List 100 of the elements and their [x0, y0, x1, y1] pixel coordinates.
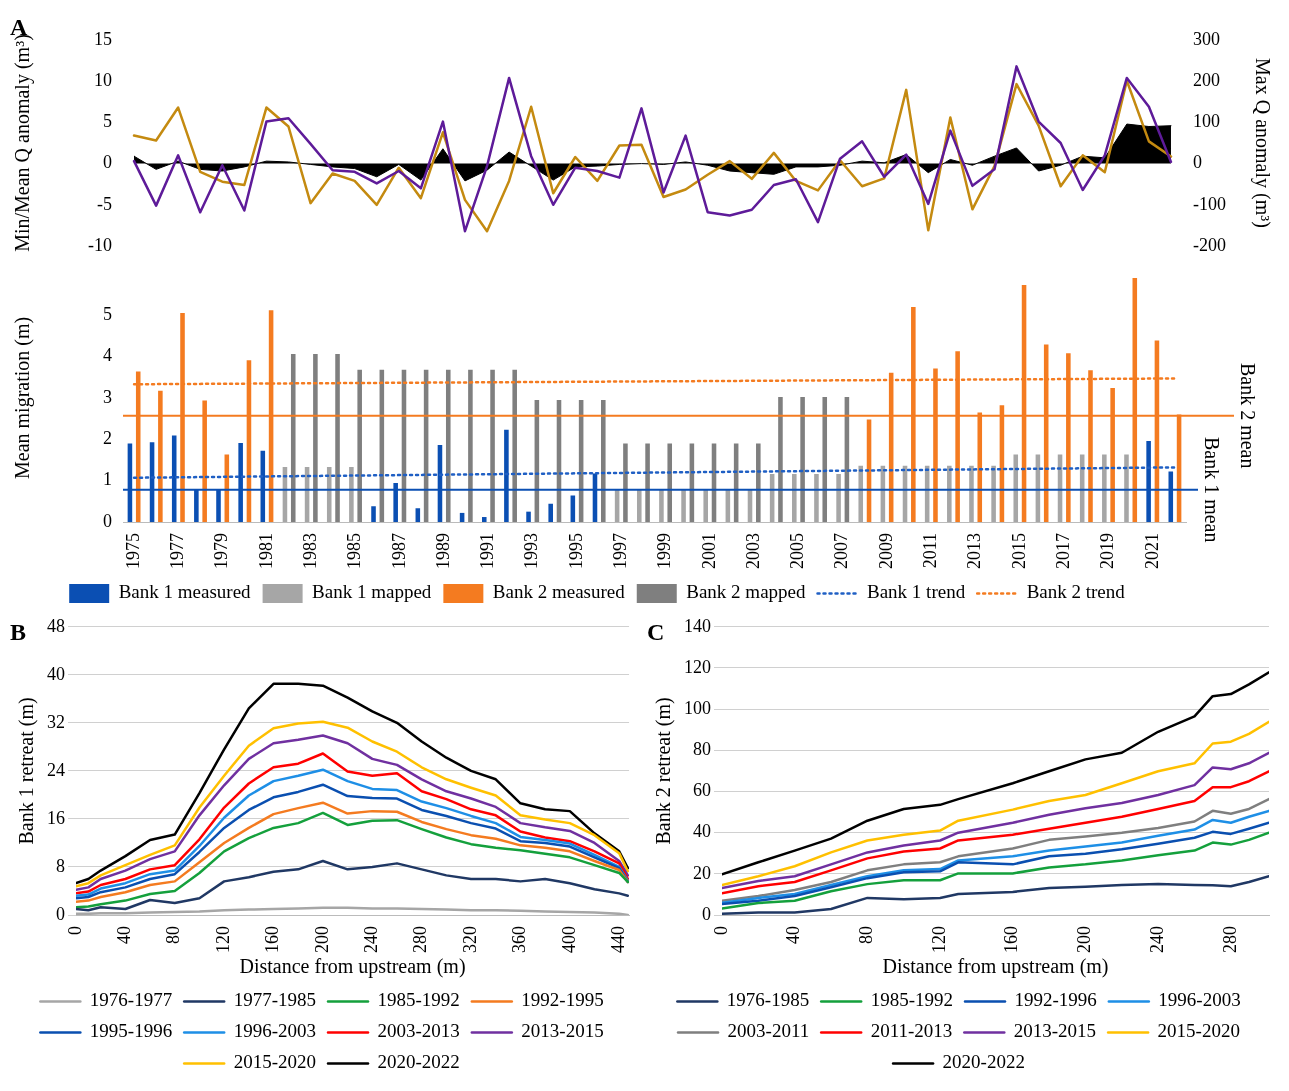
bar — [792, 474, 797, 522]
chart-title: B — [10, 619, 27, 646]
x-tick-label: 1999 — [654, 533, 675, 569]
bar — [548, 503, 553, 522]
y-tick-label: 48 — [47, 615, 65, 636]
bar — [1124, 454, 1129, 522]
bar — [756, 443, 761, 522]
x-tick-label: 1987 — [388, 533, 409, 569]
bar — [357, 369, 362, 522]
bar — [601, 399, 606, 522]
bar — [512, 369, 517, 522]
x-tick-label: 2001 — [698, 533, 719, 569]
x-tick-label: 120 — [212, 926, 233, 953]
legend-label: 2013-2015 — [521, 1020, 604, 1042]
y-tick-label: 2 — [103, 428, 112, 448]
bar — [349, 466, 354, 522]
bar — [371, 506, 376, 522]
y2-tick-label: 200 — [1193, 69, 1220, 90]
y-tick-label: 4 — [103, 345, 112, 366]
y-tick-label: 60 — [693, 780, 711, 801]
y-axis-title: Bank 1 retreat (m) — [15, 697, 39, 845]
y2-tick-label: -100 — [1193, 193, 1226, 214]
y-tick-label: 1 — [103, 469, 112, 490]
legend-label: 1977-1985 — [233, 989, 316, 1011]
bar — [703, 489, 708, 522]
x-tick-label: 2011 — [920, 533, 941, 569]
y-tick-label: 5 — [103, 303, 112, 324]
y-tick-label: 40 — [693, 821, 711, 842]
bar — [778, 397, 783, 522]
x-tick-label: 1995 — [565, 533, 586, 569]
legend-label: 2003-2013 — [377, 1020, 460, 1042]
x-tick-label: 440 — [607, 926, 628, 953]
x-tick-label: 160 — [262, 926, 283, 953]
x-tick-label: 200 — [1074, 926, 1095, 953]
x-tick-label: 80 — [163, 926, 184, 944]
legend-label: Bank 1 trend — [867, 581, 966, 603]
x-tick-label: 320 — [459, 926, 480, 953]
x-tick-label: 2013 — [964, 533, 985, 569]
y2-tick-label: 0 — [1193, 152, 1202, 173]
legend-label: Bank 1 mapped — [312, 581, 432, 603]
y-tick-label: 40 — [47, 663, 65, 684]
x-tick-label: 280 — [1219, 926, 1240, 953]
legend-label: 1992-1996 — [1014, 989, 1097, 1011]
ref-line-label: Bank 2 mean — [1236, 362, 1259, 469]
x-tick-label: 240 — [1146, 926, 1167, 953]
bar — [636, 489, 642, 522]
x-tick-label: 2003 — [742, 533, 763, 569]
chart-title: C — [647, 619, 665, 646]
x-tick-label: 2019 — [1097, 533, 1118, 569]
x-tick-label: 160 — [1001, 926, 1022, 953]
x-tick-label: 0 — [64, 926, 85, 935]
bar — [667, 443, 673, 522]
bar — [481, 517, 487, 522]
x-tick-label: 400 — [558, 926, 579, 953]
legend-label: 2020-2022 — [942, 1051, 1025, 1073]
x-tick-label: 280 — [410, 926, 431, 953]
legend-label: 2013-2015 — [1013, 1020, 1097, 1042]
x-tick-label: 40 — [783, 926, 804, 944]
legend-label: Bank 1 measured — [118, 581, 252, 603]
legend-label: 1995-1996 — [89, 1020, 173, 1042]
y-tick-label: 0 — [103, 510, 112, 531]
x-tick-label: 1975 — [122, 533, 143, 569]
bar — [313, 354, 318, 522]
x-tick-label: 2009 — [875, 533, 896, 569]
y-tick-label: 10 — [94, 69, 112, 90]
y-tick-label: 120 — [684, 656, 711, 677]
y-tick-label: 20 — [693, 862, 711, 883]
x-tick-label: 1979 — [211, 533, 232, 569]
bar — [490, 369, 495, 522]
x-tick-label: 2007 — [831, 533, 852, 569]
bar — [468, 369, 473, 522]
legend-label: Bank 2 trend — [1026, 581, 1126, 603]
y-tick-label: 16 — [47, 807, 65, 828]
y-axis-title: Mean migration (m) — [11, 316, 35, 479]
x-tick-label: 40 — [114, 926, 135, 944]
x-tick-label: 2005 — [787, 533, 808, 569]
y-tick-label: 0 — [103, 152, 112, 173]
legend-label: 2020-2022 — [377, 1051, 460, 1073]
x-tick-label: 240 — [361, 926, 382, 953]
y2-tick-label: 300 — [1193, 28, 1220, 49]
legend-label: 1976-1977 — [89, 989, 173, 1011]
y-tick-label: 15 — [94, 28, 112, 49]
x-tick-label: 2015 — [1008, 533, 1029, 569]
legend-label: 2015-2020 — [233, 1051, 316, 1073]
legend-label: 1976-1985 — [726, 989, 810, 1011]
y-tick-label: 140 — [684, 615, 711, 636]
y-tick-label: 80 — [693, 739, 711, 760]
bar — [326, 466, 332, 522]
y2-tick-label: -200 — [1193, 234, 1226, 255]
y-tick-label: 5 — [103, 111, 112, 132]
bar — [947, 465, 952, 522]
bar — [836, 474, 841, 522]
x-tick-label: 80 — [856, 926, 877, 944]
y-tick-label: 100 — [684, 697, 711, 718]
x-tick-label: 360 — [509, 926, 530, 953]
legend-label: 2015-2020 — [1157, 1020, 1240, 1042]
bar — [681, 489, 686, 522]
legend-label: 1996-2003 — [233, 1020, 316, 1042]
x-tick-label: 1993 — [521, 533, 542, 569]
legend-label: Bank 2 measured — [492, 581, 626, 603]
